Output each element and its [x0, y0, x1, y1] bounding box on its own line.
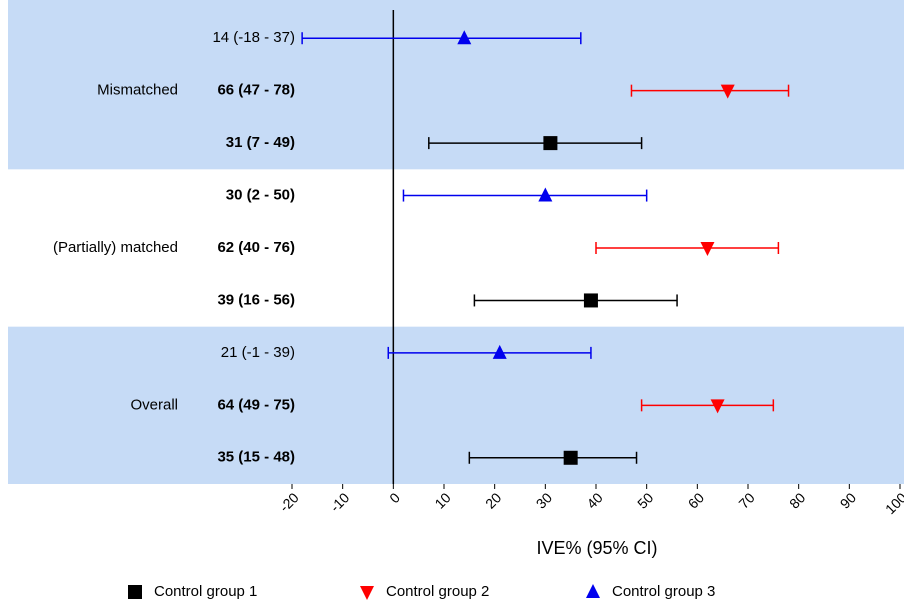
x-tick-label: 100	[882, 489, 904, 517]
x-tick-label: 40	[583, 489, 605, 511]
point	[457, 30, 472, 45]
x-tick-label: 90	[837, 489, 859, 511]
legend-label: Control group 3	[612, 583, 715, 600]
legend-item: Control group 1	[128, 583, 257, 600]
value-label: 39 (16 - 56)	[217, 291, 295, 308]
value-label: 31 (7 - 49)	[226, 134, 295, 151]
group-label: Mismatched	[97, 82, 178, 99]
value-label: 14 (-18 - 37)	[212, 29, 295, 46]
legend-marker	[586, 584, 600, 598]
value-label: 64 (49 - 75)	[217, 396, 295, 413]
x-tick-label: 0	[386, 489, 403, 506]
x-tick-label: -20	[276, 489, 302, 515]
value-label: 66 (47 - 78)	[217, 82, 295, 99]
point	[543, 136, 558, 151]
group-label: (Partially) matched	[53, 239, 178, 256]
group-label: Overall	[130, 396, 178, 413]
x-tick-label: 80	[786, 489, 808, 511]
legend-item: Control group 2	[360, 583, 489, 600]
value-label: 21 (-1 - 39)	[221, 344, 295, 361]
x-tick-label: -10	[327, 489, 353, 515]
legend-marker	[128, 585, 142, 599]
value-label: 62 (40 - 76)	[217, 239, 295, 256]
x-tick-label: 20	[482, 489, 504, 511]
point	[492, 344, 507, 359]
x-tick-label: 30	[533, 489, 555, 511]
point	[538, 187, 553, 202]
x-tick-label: 60	[685, 489, 707, 511]
x-tick-label: 10	[431, 489, 453, 511]
legend-item: Control group 3	[586, 583, 715, 600]
point	[583, 293, 598, 308]
value-label: 30 (2 - 50)	[226, 187, 295, 204]
x-tick-label: 70	[735, 489, 757, 511]
x-tick-label: 50	[634, 489, 656, 511]
value-label: 35 (15 - 48)	[217, 449, 295, 466]
x-axis-label: IVE% (95% CI)	[536, 538, 657, 558]
point	[710, 399, 725, 414]
point	[720, 84, 735, 99]
point	[700, 242, 715, 256]
point	[563, 450, 578, 465]
legend-label: Control group 1	[154, 583, 257, 600]
legend-marker	[360, 586, 374, 600]
legend-label: Control group 2	[386, 583, 489, 600]
group-band	[8, 0, 904, 170]
